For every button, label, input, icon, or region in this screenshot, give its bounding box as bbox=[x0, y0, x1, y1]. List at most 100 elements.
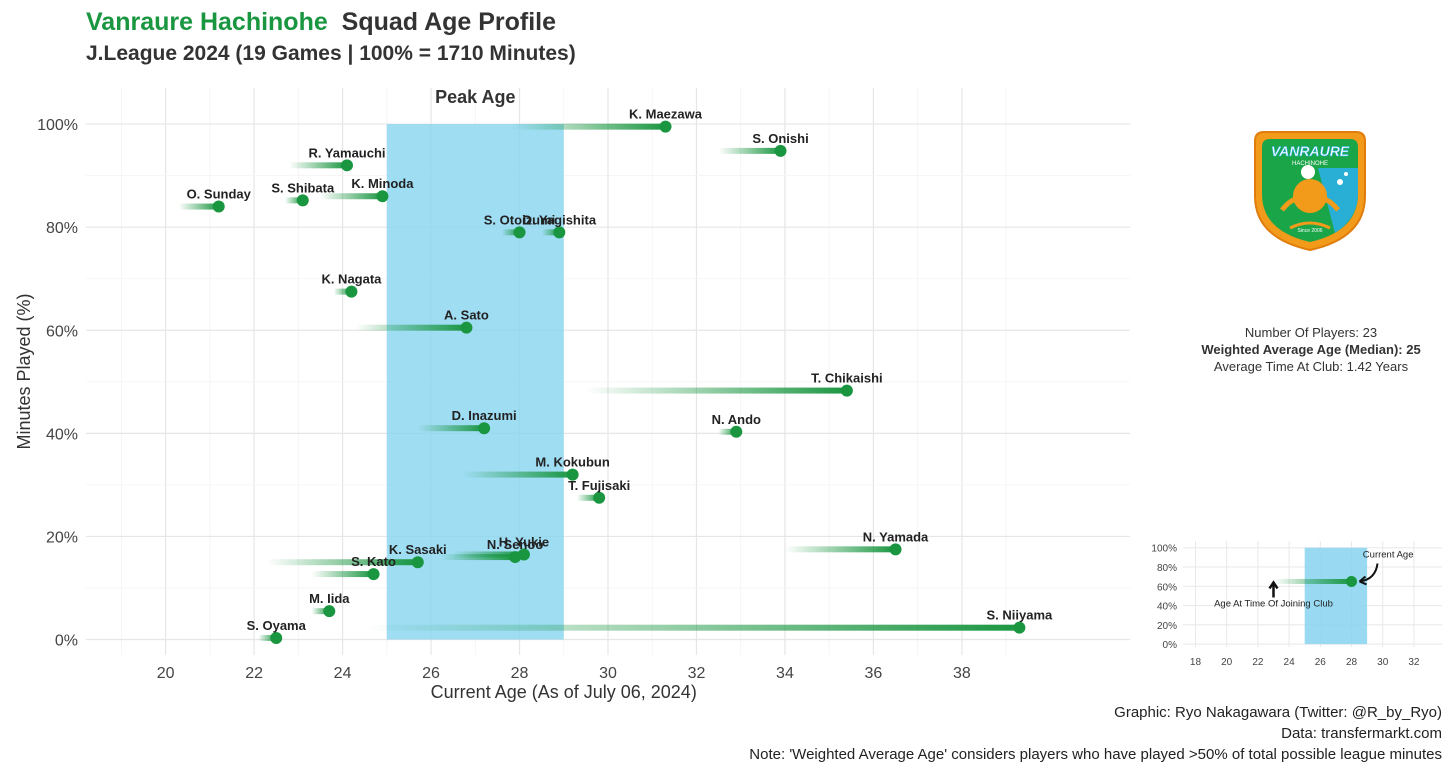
peak-age-label: Peak Age bbox=[435, 87, 515, 107]
chart-subtitle: J.League 2024 (19 Games | 100% = 1710 Mi… bbox=[86, 42, 576, 65]
caption: Graphic: Ryo Nakagawara (Twitter: @R_by_… bbox=[749, 702, 1442, 765]
player-label: H. Yukie bbox=[499, 534, 549, 549]
player-label: R. Yamauchi bbox=[308, 145, 385, 160]
legend-y-tick: 20% bbox=[1157, 621, 1177, 632]
player-label: N. Ando bbox=[712, 412, 761, 427]
player-point bbox=[212, 200, 225, 213]
player-point bbox=[478, 422, 491, 435]
player-label: T. Chikaishi bbox=[811, 371, 883, 386]
legend-x-tick: 24 bbox=[1284, 657, 1296, 668]
player-trail bbox=[355, 324, 467, 331]
points bbox=[212, 120, 1026, 644]
player-trail bbox=[285, 197, 303, 204]
logo-sub: HACHINOHE bbox=[1292, 161, 1328, 167]
player-point bbox=[593, 491, 606, 504]
player-trail bbox=[439, 554, 516, 561]
player-trail bbox=[258, 634, 277, 641]
player-point bbox=[367, 568, 380, 581]
player-label: D. Inazumi bbox=[452, 408, 517, 423]
player-trail bbox=[462, 471, 573, 478]
legend-trail bbox=[1273, 578, 1352, 584]
caption-note: Note: 'Weighted Average Age' considers p… bbox=[749, 746, 1442, 763]
player-point bbox=[345, 285, 358, 298]
player-point bbox=[659, 120, 672, 133]
legend-x-tick: 22 bbox=[1252, 657, 1264, 668]
team-name: Vanraure Hachinohe bbox=[86, 8, 328, 36]
y-tick-label: 80% bbox=[46, 220, 78, 237]
player-trail bbox=[718, 428, 737, 435]
stat-weighted-age: Weighted Average Age (Median): 25 bbox=[1201, 342, 1421, 357]
player-trail bbox=[289, 162, 347, 169]
player-label: M. Iida bbox=[309, 591, 350, 606]
legend-x-tick: 18 bbox=[1190, 657, 1202, 668]
legend-current-arrow bbox=[1359, 563, 1379, 583]
legend-y-tick: 40% bbox=[1157, 602, 1177, 613]
legend-x-tick: 28 bbox=[1346, 657, 1358, 668]
player-point bbox=[553, 226, 566, 239]
x-tick-label: 24 bbox=[334, 665, 352, 682]
logo-est: Since 2006 bbox=[1297, 228, 1322, 234]
player-point bbox=[411, 556, 424, 569]
player-point bbox=[566, 468, 579, 481]
player-labels: K. Maezawa S. Onishi R. Yamauchi K. Minoda S… bbox=[187, 107, 1053, 633]
legend-point bbox=[1346, 575, 1358, 587]
player-trail bbox=[541, 229, 560, 236]
player-trail bbox=[311, 608, 330, 615]
player-label: K. Minoda bbox=[351, 176, 414, 191]
player-point bbox=[1013, 621, 1026, 634]
player-point bbox=[509, 551, 522, 564]
player-label: D. Yagishita bbox=[523, 212, 597, 227]
x-tick-label: 28 bbox=[511, 665, 529, 682]
axes: 20 22 24 26 28 30 32 34 36 38 0% 20% 40% 60% 80% 100% Cu… bbox=[14, 117, 971, 702]
player-trail bbox=[510, 123, 666, 130]
player-label: K. Nagata bbox=[321, 272, 382, 287]
grid bbox=[86, 88, 1130, 655]
player-label: S. Shibata bbox=[271, 180, 335, 195]
x-axis-label: Current Age (As of July 06, 2024) bbox=[431, 682, 697, 702]
player-label: K. Maezawa bbox=[629, 107, 703, 122]
player-point bbox=[296, 194, 309, 207]
y-tick-label: 40% bbox=[46, 426, 78, 443]
y-axis-label: Minutes Played (%) bbox=[14, 293, 34, 449]
x-tick-label: 38 bbox=[953, 665, 971, 682]
x-tick-label: 36 bbox=[865, 665, 883, 682]
legend-chart: 18 20 22 24 26 28 30 32 0% 20% 40% 60% 80% 100% Curren… bbox=[1151, 541, 1442, 668]
x-tick-label: 30 bbox=[599, 665, 617, 682]
player-point bbox=[840, 384, 853, 397]
player-label: O. Sunday bbox=[187, 187, 252, 202]
player-trail bbox=[320, 193, 383, 200]
player-point bbox=[460, 321, 473, 334]
player-label: S. Kato bbox=[351, 554, 396, 569]
legend-x-tick: 26 bbox=[1315, 657, 1327, 668]
player-trail bbox=[333, 288, 352, 295]
player-trail bbox=[577, 494, 600, 501]
y-tick-label: 0% bbox=[55, 633, 78, 650]
x-tick-label: 34 bbox=[776, 665, 794, 682]
player-label: S. Otoizumi bbox=[484, 212, 556, 227]
x-tick-label: 32 bbox=[688, 665, 706, 682]
player-trail bbox=[718, 147, 781, 154]
player-label: S. Onishi bbox=[752, 131, 808, 146]
caption-graphic: Graphic: Ryo Nakagawara (Twitter: @R_by_… bbox=[1114, 704, 1442, 721]
legend-y-tick: 100% bbox=[1151, 544, 1177, 555]
legend-peak-band bbox=[1304, 547, 1368, 645]
legend-current-arrowhead bbox=[1358, 575, 1367, 586]
x-tick-label: 22 bbox=[245, 665, 263, 682]
stat-time-at-club: Average Time At Club: 1.42 Years bbox=[1213, 359, 1409, 374]
legend-join-label: Age At Time Of Joining Club bbox=[1214, 598, 1333, 609]
x-tick-label: 26 bbox=[422, 665, 440, 682]
y-tick-label: 20% bbox=[46, 529, 78, 546]
player-trail bbox=[364, 624, 1020, 631]
player-label: A. Sato bbox=[444, 308, 489, 323]
player-point bbox=[323, 605, 336, 618]
player-label: S. Oyama bbox=[247, 618, 307, 633]
player-trail bbox=[417, 425, 485, 432]
player-point bbox=[730, 425, 743, 438]
y-tick-label: 100% bbox=[37, 117, 78, 134]
player-label: T. Fujisaki bbox=[568, 478, 630, 493]
player-point bbox=[341, 159, 353, 172]
player-label: N. Senoo bbox=[487, 537, 543, 552]
player-trail bbox=[501, 229, 520, 236]
legend-x-tick: 30 bbox=[1377, 657, 1389, 668]
